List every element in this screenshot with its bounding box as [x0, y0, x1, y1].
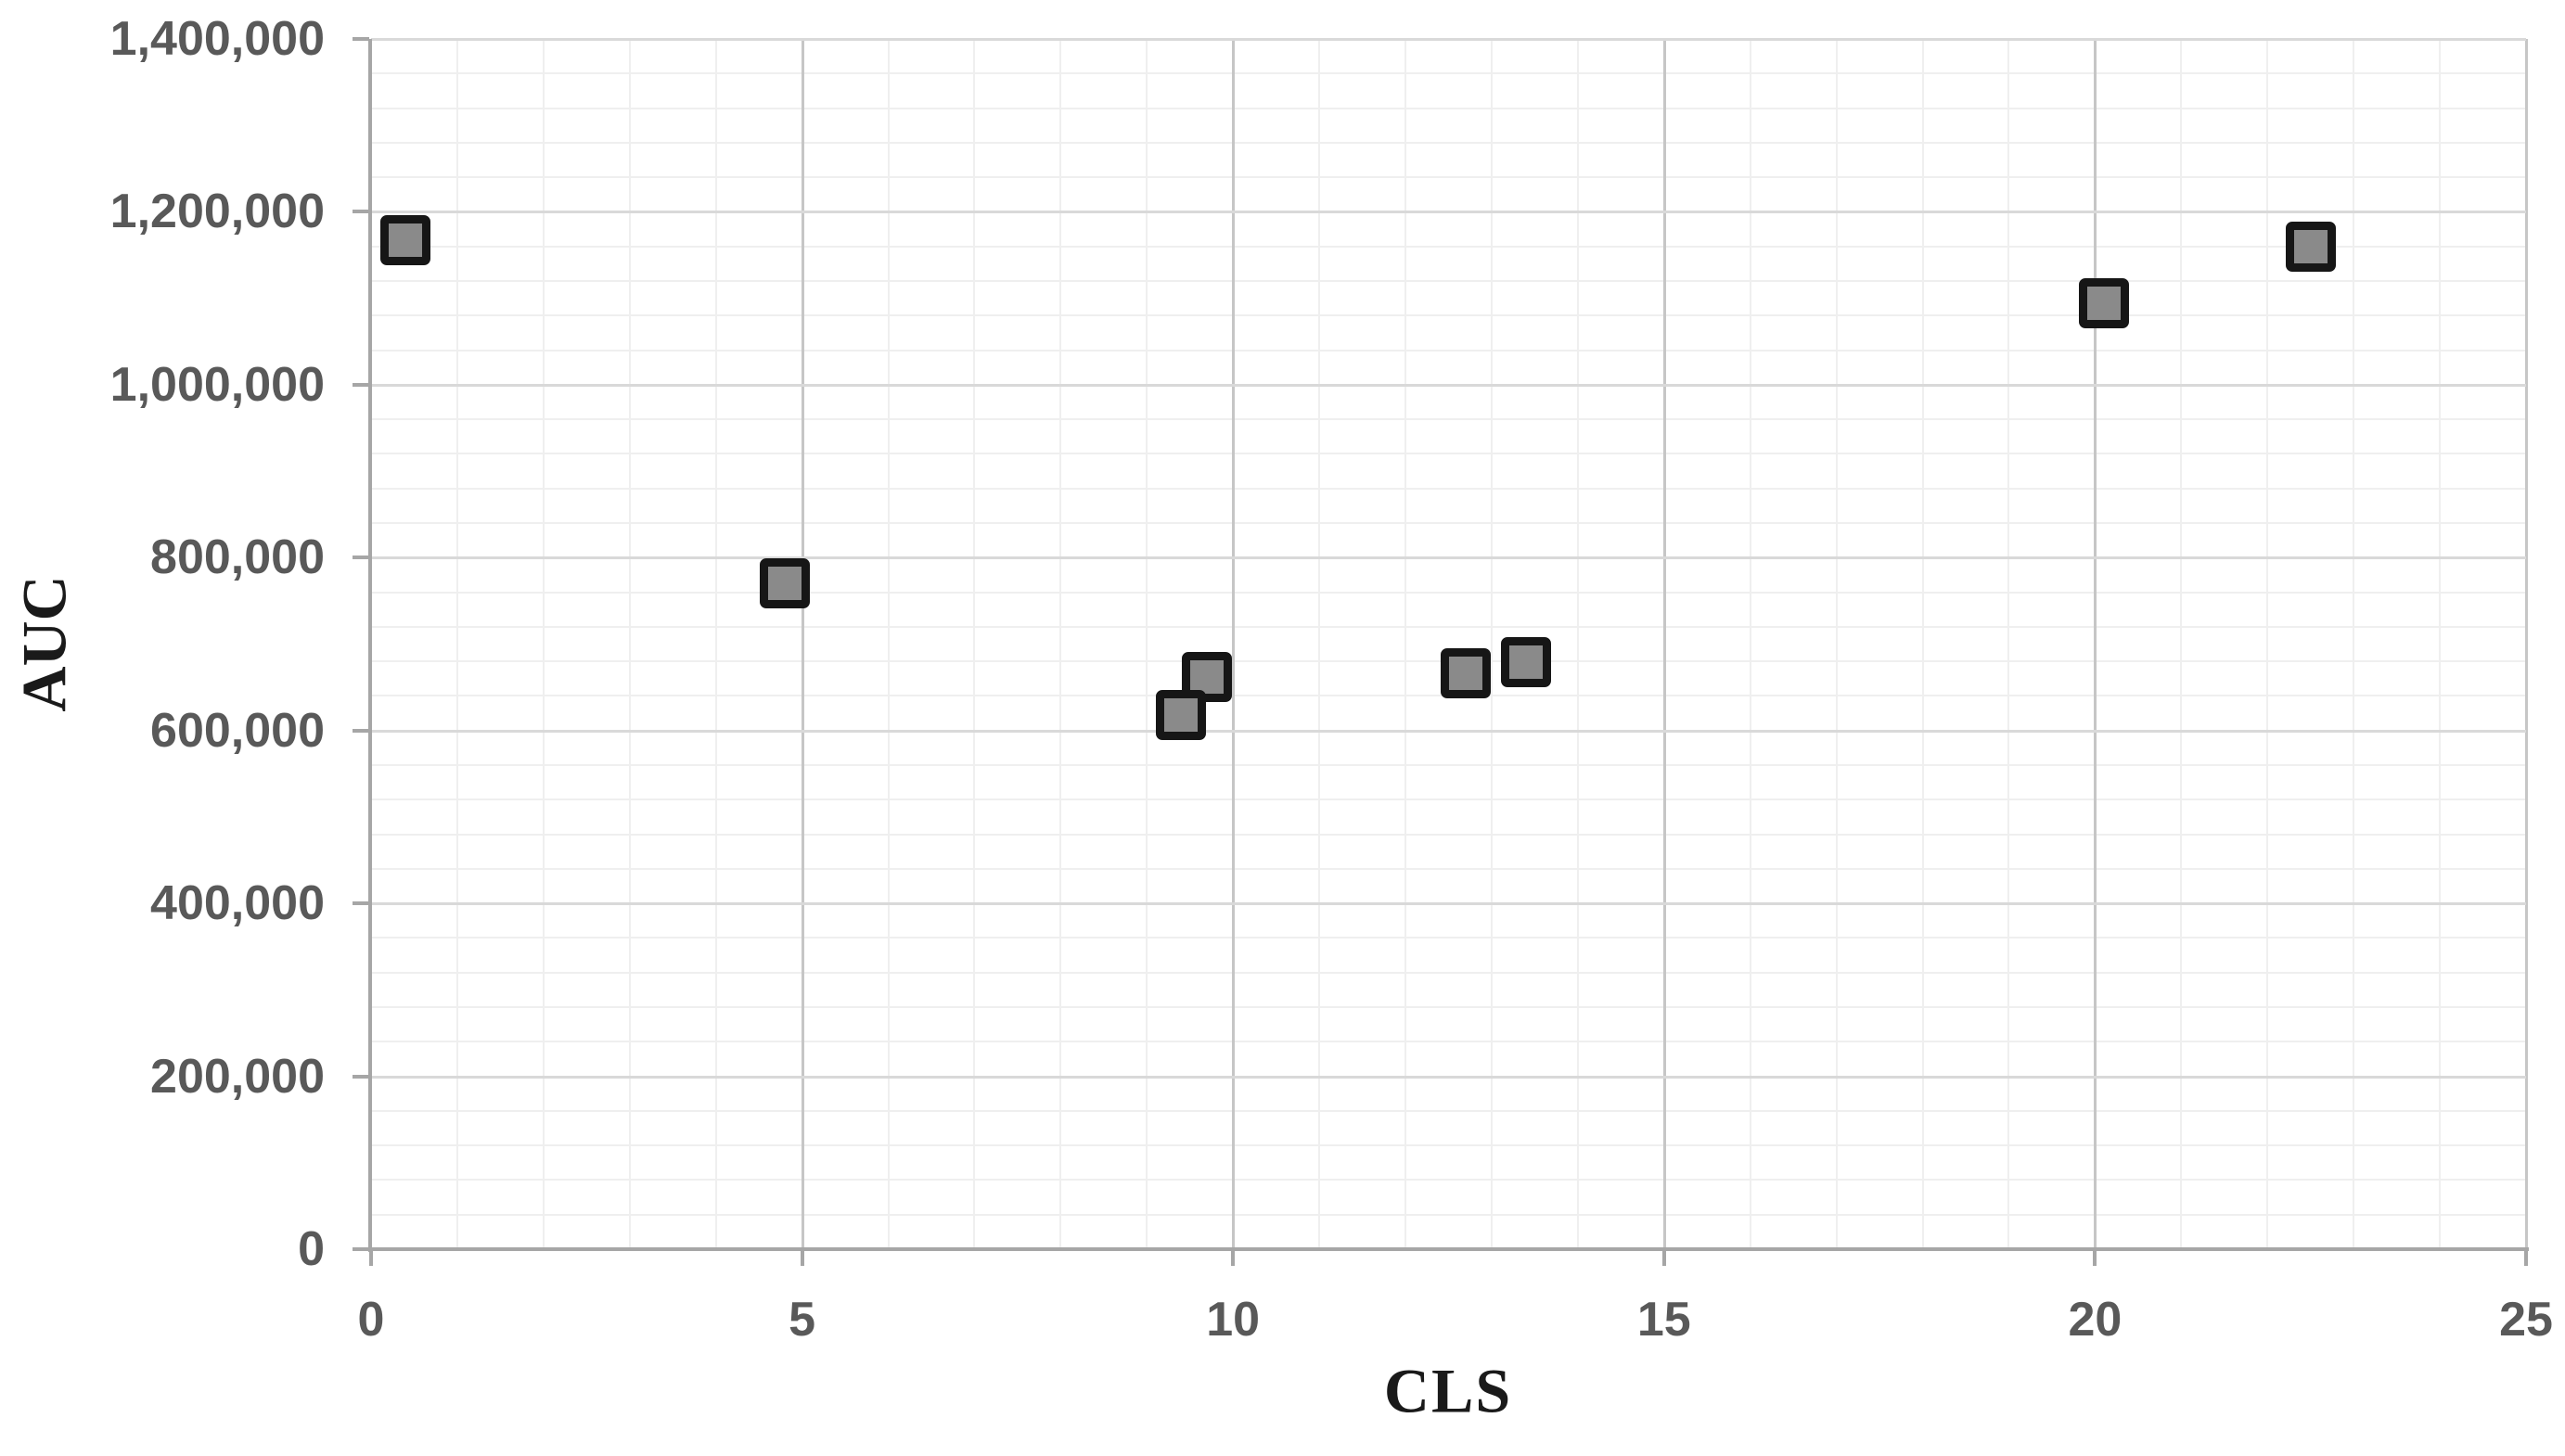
gridline-major-vertical: [1662, 39, 1666, 1249]
gridline-minor-horizontal: [371, 1179, 2526, 1181]
gridline-major-horizontal: [371, 902, 2526, 906]
gridline-minor-horizontal: [371, 453, 2526, 455]
gridline-minor-horizontal: [371, 1144, 2526, 1147]
gridline-minor-vertical: [1404, 39, 1407, 1249]
gridline-minor-horizontal: [371, 349, 2526, 351]
data-point-marker: [2078, 278, 2129, 329]
x-axis-line: [368, 1247, 2529, 1251]
gridline-minor-horizontal: [371, 867, 2526, 870]
gridline-minor-vertical: [973, 39, 976, 1249]
gridline-minor-vertical: [2007, 39, 2010, 1249]
gridline-minor-vertical: [1835, 39, 1838, 1249]
data-point-marker: [760, 558, 811, 609]
gridline-minor-vertical: [714, 39, 717, 1249]
x-tick-label: 20: [2068, 1293, 2123, 1347]
y-tick-label: 1,000,000: [109, 357, 325, 412]
gridline-major-vertical: [2094, 39, 2097, 1249]
gridline-major-horizontal: [371, 38, 2526, 41]
y-axis-tick: [353, 556, 369, 560]
gridline-minor-horizontal: [371, 314, 2526, 317]
gridline-minor-horizontal: [371, 1006, 2526, 1008]
gridline-minor-vertical: [887, 39, 890, 1249]
data-point-marker: [1441, 648, 1492, 699]
gridline-major-horizontal: [371, 556, 2526, 560]
gridline-minor-horizontal: [371, 591, 2526, 594]
y-axis-line: [368, 39, 372, 1252]
gridline-major-vertical: [1232, 39, 1236, 1249]
x-axis-tick: [1231, 1249, 1236, 1266]
gridline-minor-horizontal: [371, 72, 2526, 75]
gridline-minor-horizontal: [371, 141, 2526, 144]
x-axis-tick: [369, 1249, 373, 1266]
gridline-minor-vertical: [1059, 39, 1062, 1249]
gridline-major-vertical: [2525, 39, 2528, 1249]
gridline-minor-vertical: [1490, 39, 1493, 1249]
gridline-minor-vertical: [2353, 39, 2355, 1249]
y-axis-tick: [353, 382, 369, 387]
y-tick-label: 0: [298, 1222, 325, 1276]
gridline-major-horizontal: [371, 383, 2526, 387]
gridline-minor-horizontal: [371, 971, 2526, 974]
gridline-minor-horizontal: [371, 1109, 2526, 1112]
gridline-minor-horizontal: [371, 764, 2526, 766]
gridline-minor-horizontal: [371, 1213, 2526, 1216]
data-point-marker: [380, 215, 431, 266]
gridline-minor-horizontal: [371, 1041, 2526, 1043]
gridline-minor-vertical: [2266, 39, 2269, 1249]
y-tick-label: 400,000: [150, 876, 325, 931]
gridline-minor-vertical: [628, 39, 631, 1249]
x-tick-label: 0: [357, 1293, 385, 1347]
gridline-minor-horizontal: [371, 245, 2526, 248]
gridline-minor-vertical: [1318, 39, 1321, 1249]
data-point-marker: [1501, 637, 1552, 688]
gridline-minor-vertical: [1576, 39, 1579, 1249]
y-axis-tick: [353, 37, 369, 41]
x-tick-label: 5: [789, 1293, 816, 1347]
y-axis-tick: [353, 1247, 369, 1251]
gridline-minor-horizontal: [371, 798, 2526, 801]
gridline-minor-horizontal: [371, 418, 2526, 421]
gridline-minor-horizontal: [371, 487, 2526, 490]
x-axis-tick: [800, 1249, 804, 1266]
gridline-minor-vertical: [1146, 39, 1148, 1249]
gridline-minor-vertical: [2180, 39, 2183, 1249]
y-axis-tick: [353, 210, 369, 214]
gridline-minor-horizontal: [371, 833, 2526, 836]
gridline-minor-vertical: [455, 39, 458, 1249]
x-axis-tick: [1661, 1249, 1666, 1266]
gridline-minor-horizontal: [371, 625, 2526, 628]
data-point-marker: [2285, 221, 2336, 272]
gridline-major-horizontal: [371, 1075, 2526, 1079]
gridline-minor-horizontal: [371, 107, 2526, 109]
x-tick-label: 15: [1636, 1293, 1691, 1347]
y-axis-tick: [353, 728, 369, 733]
data-point-marker: [1156, 689, 1207, 740]
y-tick-label: 600,000: [150, 703, 325, 758]
gridline-minor-horizontal: [371, 522, 2526, 524]
gridline-minor-horizontal: [371, 280, 2526, 282]
y-axis-tick: [353, 901, 369, 906]
x-tick-label: 10: [1206, 1293, 1261, 1347]
y-tick-label: 1,200,000: [109, 185, 325, 239]
x-tick-label: 25: [2499, 1293, 2553, 1347]
gridline-minor-vertical: [1749, 39, 1751, 1249]
x-axis-title: CLS: [1383, 1355, 1513, 1426]
y-axis-title: AUC: [8, 575, 80, 712]
y-axis-tick: [353, 1074, 369, 1079]
gridline-minor-vertical: [1921, 39, 1924, 1249]
y-tick-label: 1,400,000: [109, 12, 325, 66]
gridline-minor-vertical: [542, 39, 545, 1249]
gridline-minor-vertical: [2439, 39, 2442, 1249]
gridline-major-vertical: [801, 39, 804, 1249]
gridline-minor-horizontal: [371, 937, 2526, 939]
gridline-minor-horizontal: [371, 176, 2526, 179]
gridline-major-horizontal: [371, 729, 2526, 733]
gridline-major-horizontal: [371, 211, 2526, 214]
y-tick-label: 200,000: [150, 1049, 325, 1104]
y-tick-label: 800,000: [150, 530, 325, 585]
x-axis-tick: [2093, 1249, 2097, 1266]
x-axis-tick: [2524, 1249, 2528, 1266]
